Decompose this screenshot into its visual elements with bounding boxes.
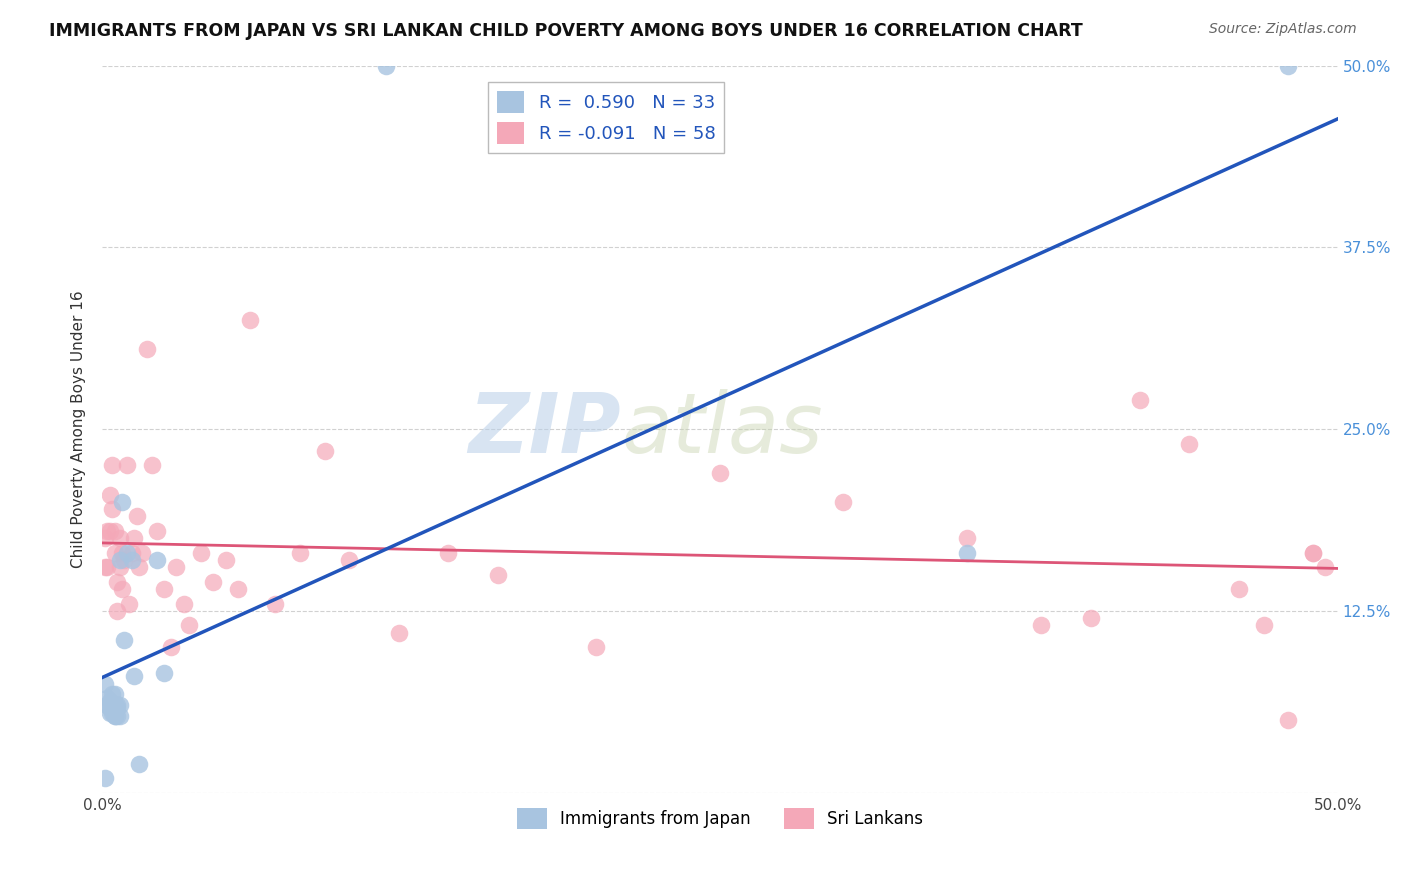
Point [437, 546, 460, 560]
Point [98, 694, 121, 708]
Point [121, 553, 143, 567]
Point [93, 771, 115, 785]
Point [1129, 392, 1152, 407]
Point [337, 553, 360, 567]
Point [111, 546, 134, 560]
Point [108, 698, 131, 713]
Point [96, 698, 118, 713]
Point [153, 582, 176, 596]
Point [93, 560, 115, 574]
Point [105, 698, 128, 713]
Point [1178, 436, 1201, 450]
Point [173, 597, 195, 611]
Point [486, 567, 509, 582]
Point [103, 701, 125, 715]
Point [105, 604, 128, 618]
Point [103, 698, 125, 713]
Point [288, 546, 311, 560]
Point [98, 524, 121, 538]
Point [98, 487, 121, 501]
Point [1302, 546, 1324, 560]
Point [956, 546, 979, 560]
Point [1277, 713, 1299, 727]
Point [239, 313, 262, 327]
Point [1227, 582, 1250, 596]
Point [585, 640, 607, 655]
Point [1080, 611, 1102, 625]
Point [101, 458, 124, 473]
Point [111, 495, 134, 509]
Point [709, 466, 731, 480]
Point [111, 582, 134, 596]
Point [832, 495, 855, 509]
Point [103, 687, 125, 701]
Point [103, 546, 125, 560]
Point [1315, 560, 1337, 574]
Text: IMMIGRANTS FROM JAPAN VS SRI LANKAN CHILD POVERTY AMONG BOYS UNDER 16 CORRELATIO: IMMIGRANTS FROM JAPAN VS SRI LANKAN CHIL… [49, 22, 1083, 40]
Point [124, 531, 146, 545]
Point [105, 708, 128, 723]
Point [103, 524, 125, 538]
Point [264, 597, 287, 611]
Point [131, 546, 153, 560]
Point [314, 444, 336, 458]
Point [141, 458, 163, 473]
Point [226, 582, 249, 596]
Legend: Immigrants from Japan, Sri Lankans: Immigrants from Japan, Sri Lankans [510, 802, 929, 835]
Point [105, 701, 128, 715]
Point [105, 574, 128, 589]
Point [101, 706, 124, 720]
Point [108, 708, 131, 723]
Point [202, 574, 225, 589]
Point [135, 342, 157, 356]
Point [101, 701, 124, 715]
Point [98, 706, 121, 720]
Point [1029, 618, 1052, 632]
Text: atlas: atlas [621, 389, 823, 469]
Point [125, 509, 148, 524]
Text: Source: ZipAtlas.com: Source: ZipAtlas.com [1209, 22, 1357, 37]
Point [121, 546, 143, 560]
Point [114, 553, 136, 567]
Point [1277, 59, 1299, 73]
Point [93, 531, 115, 545]
Point [98, 701, 121, 715]
Point [956, 531, 979, 545]
Point [190, 546, 212, 560]
Point [108, 531, 131, 545]
Point [103, 708, 125, 723]
Point [118, 597, 141, 611]
Point [96, 691, 118, 706]
Point [124, 669, 146, 683]
Point [128, 756, 150, 771]
Point [108, 560, 131, 574]
Point [96, 560, 118, 574]
Point [101, 687, 124, 701]
Point [388, 625, 411, 640]
Point [375, 59, 398, 73]
Point [101, 502, 124, 516]
Point [1253, 618, 1275, 632]
Point [103, 708, 125, 723]
Point [128, 560, 150, 574]
Point [108, 553, 131, 567]
Point [145, 524, 167, 538]
Point [215, 553, 238, 567]
Point [1302, 546, 1324, 560]
Y-axis label: Child Poverty Among Boys Under 16: Child Poverty Among Boys Under 16 [72, 290, 86, 568]
Point [177, 618, 200, 632]
Point [96, 524, 118, 538]
Point [145, 553, 167, 567]
Point [160, 640, 183, 655]
Point [165, 560, 187, 574]
Point [153, 666, 176, 681]
Text: ZIP: ZIP [468, 389, 621, 469]
Point [101, 698, 124, 713]
Point [115, 458, 138, 473]
Point [114, 632, 136, 647]
Point [93, 676, 115, 690]
Point [115, 546, 138, 560]
